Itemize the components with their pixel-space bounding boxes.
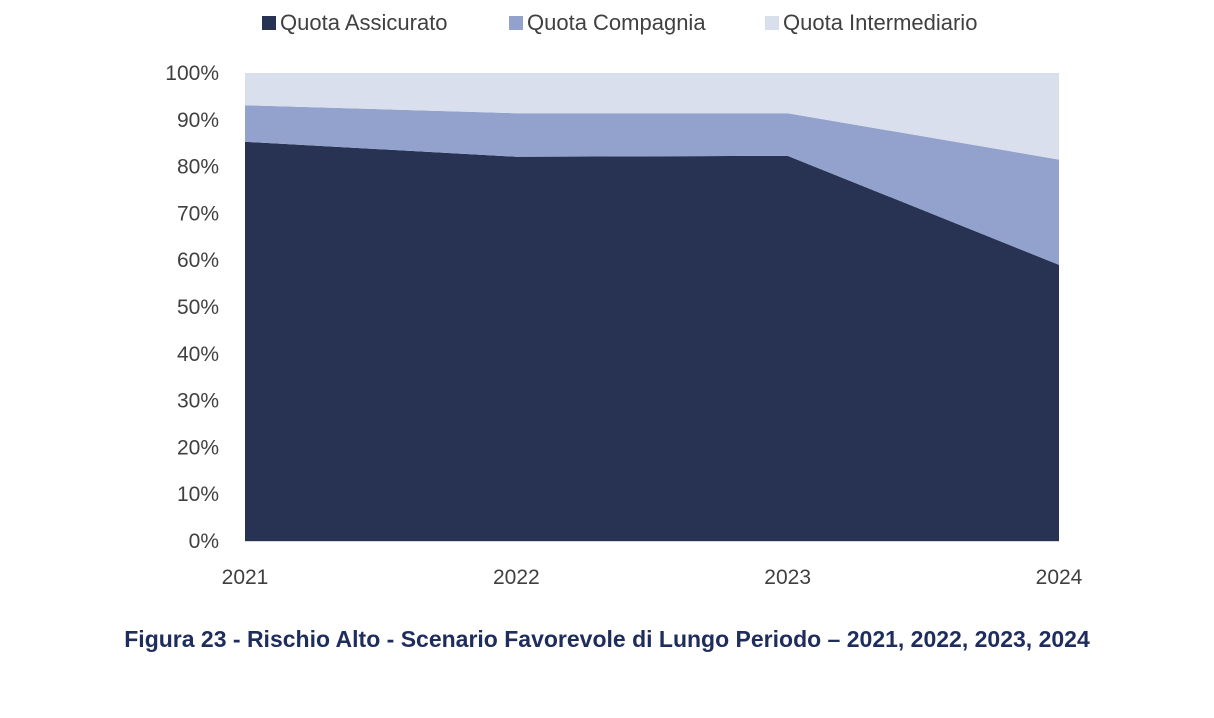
y-tick-label: 100% xyxy=(165,62,219,85)
y-tick-label: 80% xyxy=(177,156,219,179)
y-tick-label: 10% xyxy=(177,483,219,506)
x-tick-label: 2024 xyxy=(1036,566,1083,589)
y-tick-label: 70% xyxy=(177,202,219,225)
chart-areas xyxy=(245,73,1059,542)
y-tick-label: 90% xyxy=(177,109,219,132)
area-series-2 xyxy=(245,105,1059,265)
y-tick-label: 30% xyxy=(177,390,219,413)
y-tick-label: 40% xyxy=(177,343,219,366)
x-axis: 2021 2022 2023 2024 xyxy=(222,541,1083,589)
figure-caption: Figura 23 - Rischio Alto - Scenario Favo… xyxy=(124,626,1090,652)
legend-swatch xyxy=(509,16,523,30)
y-tick-label: 60% xyxy=(177,249,219,272)
y-axis: 0% 10% 20% 30% 40% 50% 60% 70% 80% 90% 100% xyxy=(165,62,219,553)
legend-item: Quota Assicurato xyxy=(262,10,448,35)
x-tick-label: 2021 xyxy=(222,566,269,589)
area-series-1 xyxy=(245,141,1059,542)
legend-label: Quota Assicurato xyxy=(280,10,448,35)
y-tick-label: 50% xyxy=(177,296,219,319)
legend-swatch xyxy=(262,16,276,30)
chart: Quota Assicurato Quota Compagnia Quota Int… xyxy=(165,10,1083,589)
y-tick-label: 0% xyxy=(189,530,219,553)
legend-item: Quota Compagnia xyxy=(509,10,706,35)
y-tick-label: 20% xyxy=(177,436,219,459)
x-tick-label: 2022 xyxy=(493,566,540,589)
x-tick-label: 2023 xyxy=(764,566,811,589)
area-series-3 xyxy=(245,73,1059,160)
legend-item: Quota Intermediario xyxy=(765,10,977,35)
legend-label: Quota Intermediario xyxy=(783,10,977,35)
legend-swatch xyxy=(765,16,779,30)
legend-label: Quota Compagnia xyxy=(527,10,706,35)
legend: Quota Assicurato Quota Compagnia Quota Int… xyxy=(262,10,977,35)
